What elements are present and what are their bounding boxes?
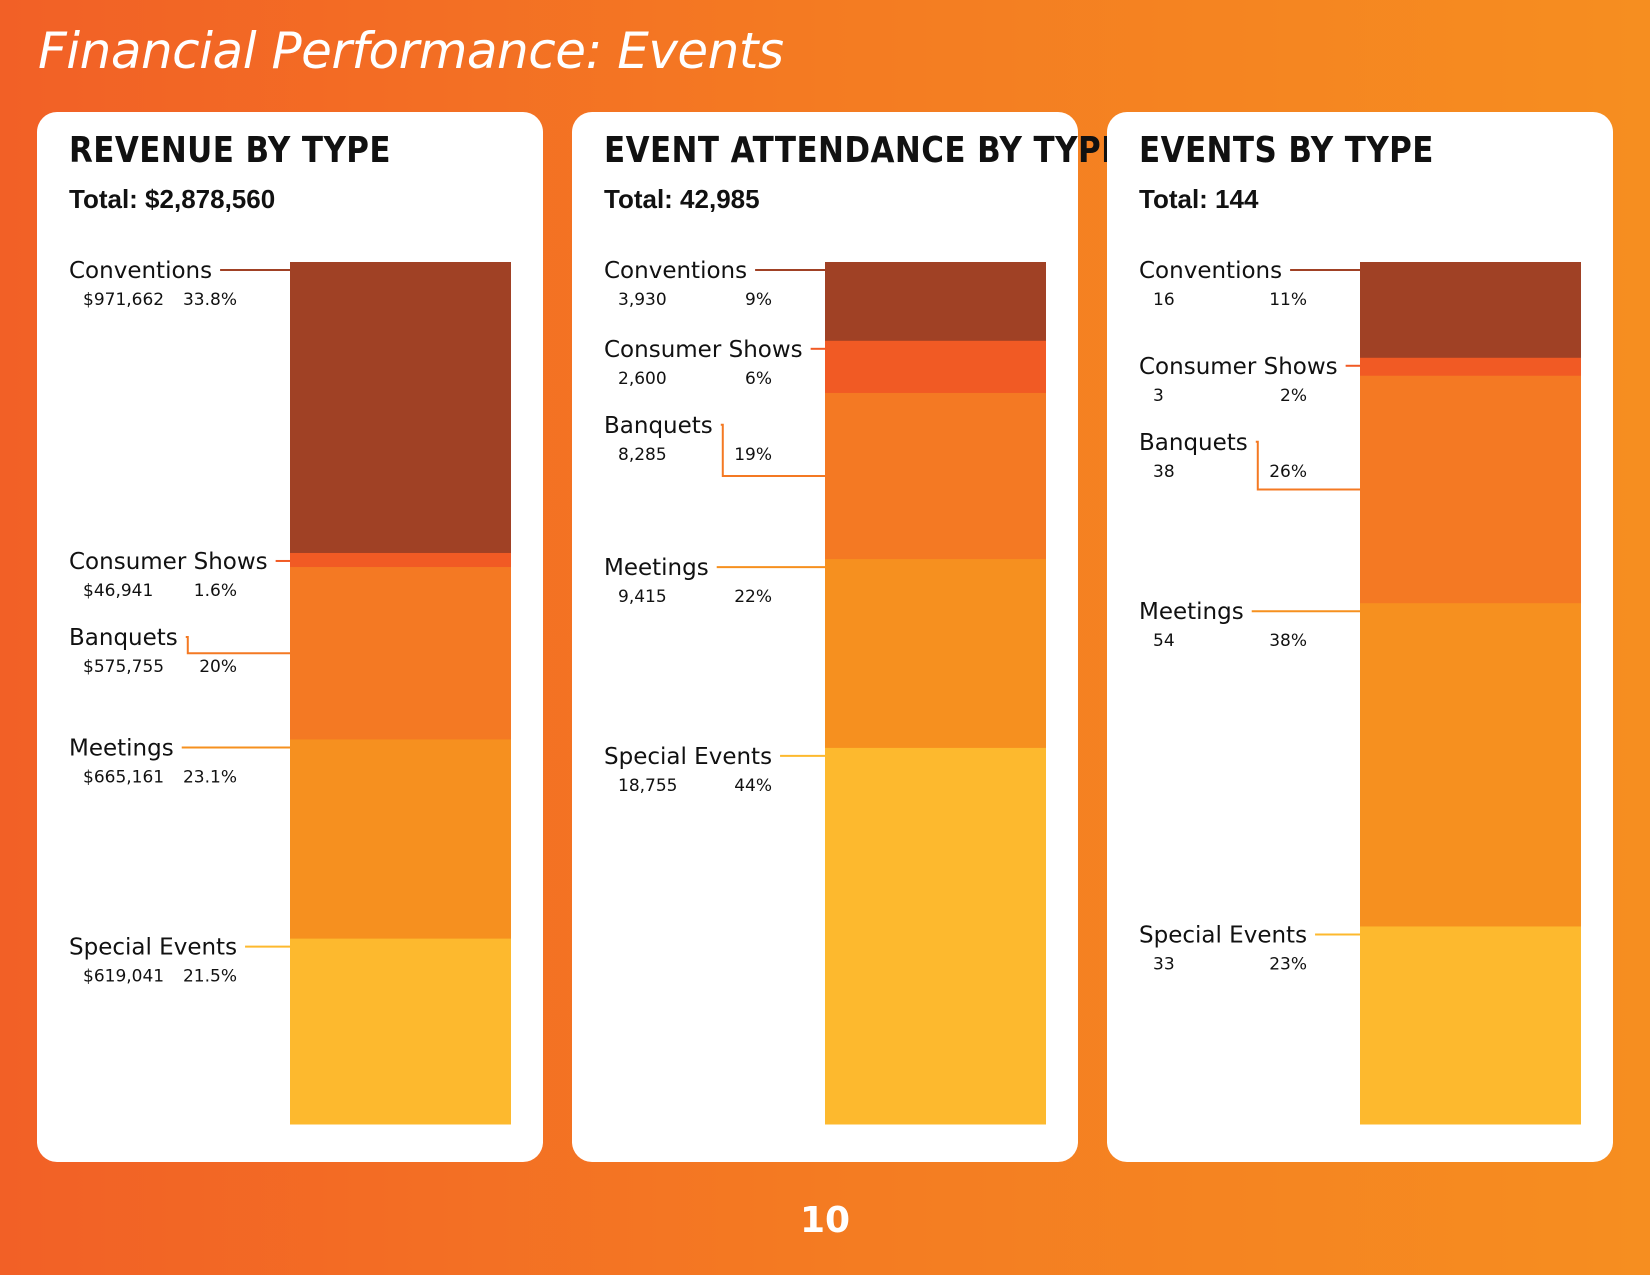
bar-segment-banquets [1360, 375, 1581, 604]
label-banquets: Banquets [69, 625, 178, 651]
bar-segment-consumer-shows [290, 552, 511, 568]
label-consumer-shows: Consumer Shows [604, 337, 803, 363]
percent-label-conventions: 11% [1269, 290, 1307, 310]
label-conventions: Conventions [604, 258, 747, 284]
label-conventions: Conventions [69, 258, 212, 284]
label-consumer-shows: Consumer Shows [1139, 354, 1338, 380]
label-special-events: Special Events [1139, 922, 1307, 948]
value-label-consumer-shows: $46,941 [83, 581, 153, 601]
events-panel: EVENTS BY TYPE Total: 144 Conventions 16 1… [1107, 112, 1613, 1162]
label-banquets: Banquets [1139, 430, 1248, 456]
bar-segment-banquets [290, 567, 511, 740]
bar-segment-meetings [1360, 603, 1581, 927]
label-special-events: Special Events [604, 744, 772, 770]
bar-segment-special-events [1360, 926, 1581, 1125]
value-label-special-events: 33 [1153, 954, 1175, 974]
label-meetings: Meetings [69, 735, 174, 761]
percent-label-special-events: 44% [734, 776, 772, 796]
label-special-events: Special Events [69, 935, 237, 961]
percent-label-consumer-shows: 2% [1280, 386, 1307, 406]
value-label-meetings: 9,415 [618, 587, 667, 607]
revenue-stacked-bar-chart: Conventions $971,662 33.8% Consumer Shows $4… [69, 258, 511, 1125]
bar-segment-conventions [290, 262, 511, 554]
page-title: Financial Performance: Events [38, 22, 784, 80]
attendance-stacked-bar-chart: Conventions 3,930 9% Consumer Shows 2,600 6% B… [604, 258, 1046, 1125]
label-banquets: Banquets [604, 413, 713, 439]
panel-total: Total: 42,985 [604, 184, 760, 214]
bar-segment-consumer-shows [1360, 357, 1581, 377]
percent-label-special-events: 23% [1269, 954, 1307, 974]
value-label-meetings: $665,161 [83, 767, 164, 787]
value-label-conventions: 3,930 [618, 290, 667, 310]
panel-total: Total: 144 [1139, 184, 1259, 214]
label-conventions: Conventions [1139, 258, 1282, 284]
leader-line-banquets [1255, 440, 1360, 491]
value-label-special-events: 18,755 [618, 776, 677, 796]
bar-segment-special-events [825, 747, 1046, 1125]
label-consumer-shows: Consumer Shows [69, 549, 268, 575]
percent-label-banquets: 26% [1269, 462, 1307, 482]
percent-label-banquets: 19% [734, 445, 772, 465]
events-stacked-bar-chart: Conventions 16 11% Consumer Shows 3 2% Banquet… [1139, 258, 1581, 1125]
percent-label-banquets: 20% [199, 657, 237, 677]
value-label-consumer-shows: 2,600 [618, 369, 667, 389]
bar-segment-meetings [825, 559, 1046, 749]
value-label-banquets: 38 [1153, 462, 1175, 482]
value-label-consumer-shows: 3 [1153, 386, 1164, 406]
panel-title: EVENT ATTENDANCE BY TYPE [604, 130, 1123, 171]
percent-label-meetings: 38% [1269, 631, 1307, 651]
value-label-meetings: 54 [1153, 631, 1175, 651]
percent-label-conventions: 33.8% [183, 290, 237, 310]
label-meetings: Meetings [604, 555, 709, 581]
percent-label-conventions: 9% [745, 290, 772, 310]
leader-line-banquets [720, 423, 825, 478]
percent-label-consumer-shows: 6% [745, 369, 772, 389]
leader-line-banquets [185, 635, 290, 655]
percent-label-meetings: 23.1% [183, 767, 237, 787]
percent-label-meetings: 22% [734, 587, 772, 607]
bar-segment-consumer-shows [825, 340, 1046, 394]
bar-segment-conventions [1360, 262, 1581, 359]
bar-segment-conventions [825, 262, 1046, 342]
value-label-special-events: $619,041 [83, 967, 164, 987]
value-label-conventions: 16 [1153, 290, 1175, 310]
panel-title: EVENTS BY TYPE [1139, 130, 1434, 171]
bar-segment-meetings [290, 739, 511, 940]
revenue-panel: REVENUE BY TYPE Total: $2,878,560 Conven… [37, 112, 543, 1162]
percent-label-consumer-shows: 1.6% [194, 581, 237, 601]
percent-label-special-events: 21.5% [183, 967, 237, 987]
bar-segment-banquets [825, 392, 1046, 560]
bar-segment-special-events [290, 938, 511, 1125]
page-number: 10 [799, 1200, 851, 1241]
panel-title: REVENUE BY TYPE [69, 130, 392, 171]
panel-total: Total: $2,878,560 [69, 184, 276, 214]
value-label-banquets: $575,755 [83, 657, 164, 677]
value-label-conventions: $971,662 [83, 290, 164, 310]
label-meetings: Meetings [1139, 599, 1244, 625]
value-label-banquets: 8,285 [618, 445, 667, 465]
attendance-panel: EVENT ATTENDANCE BY TYPE Total: 42,985 C… [572, 112, 1122, 1162]
